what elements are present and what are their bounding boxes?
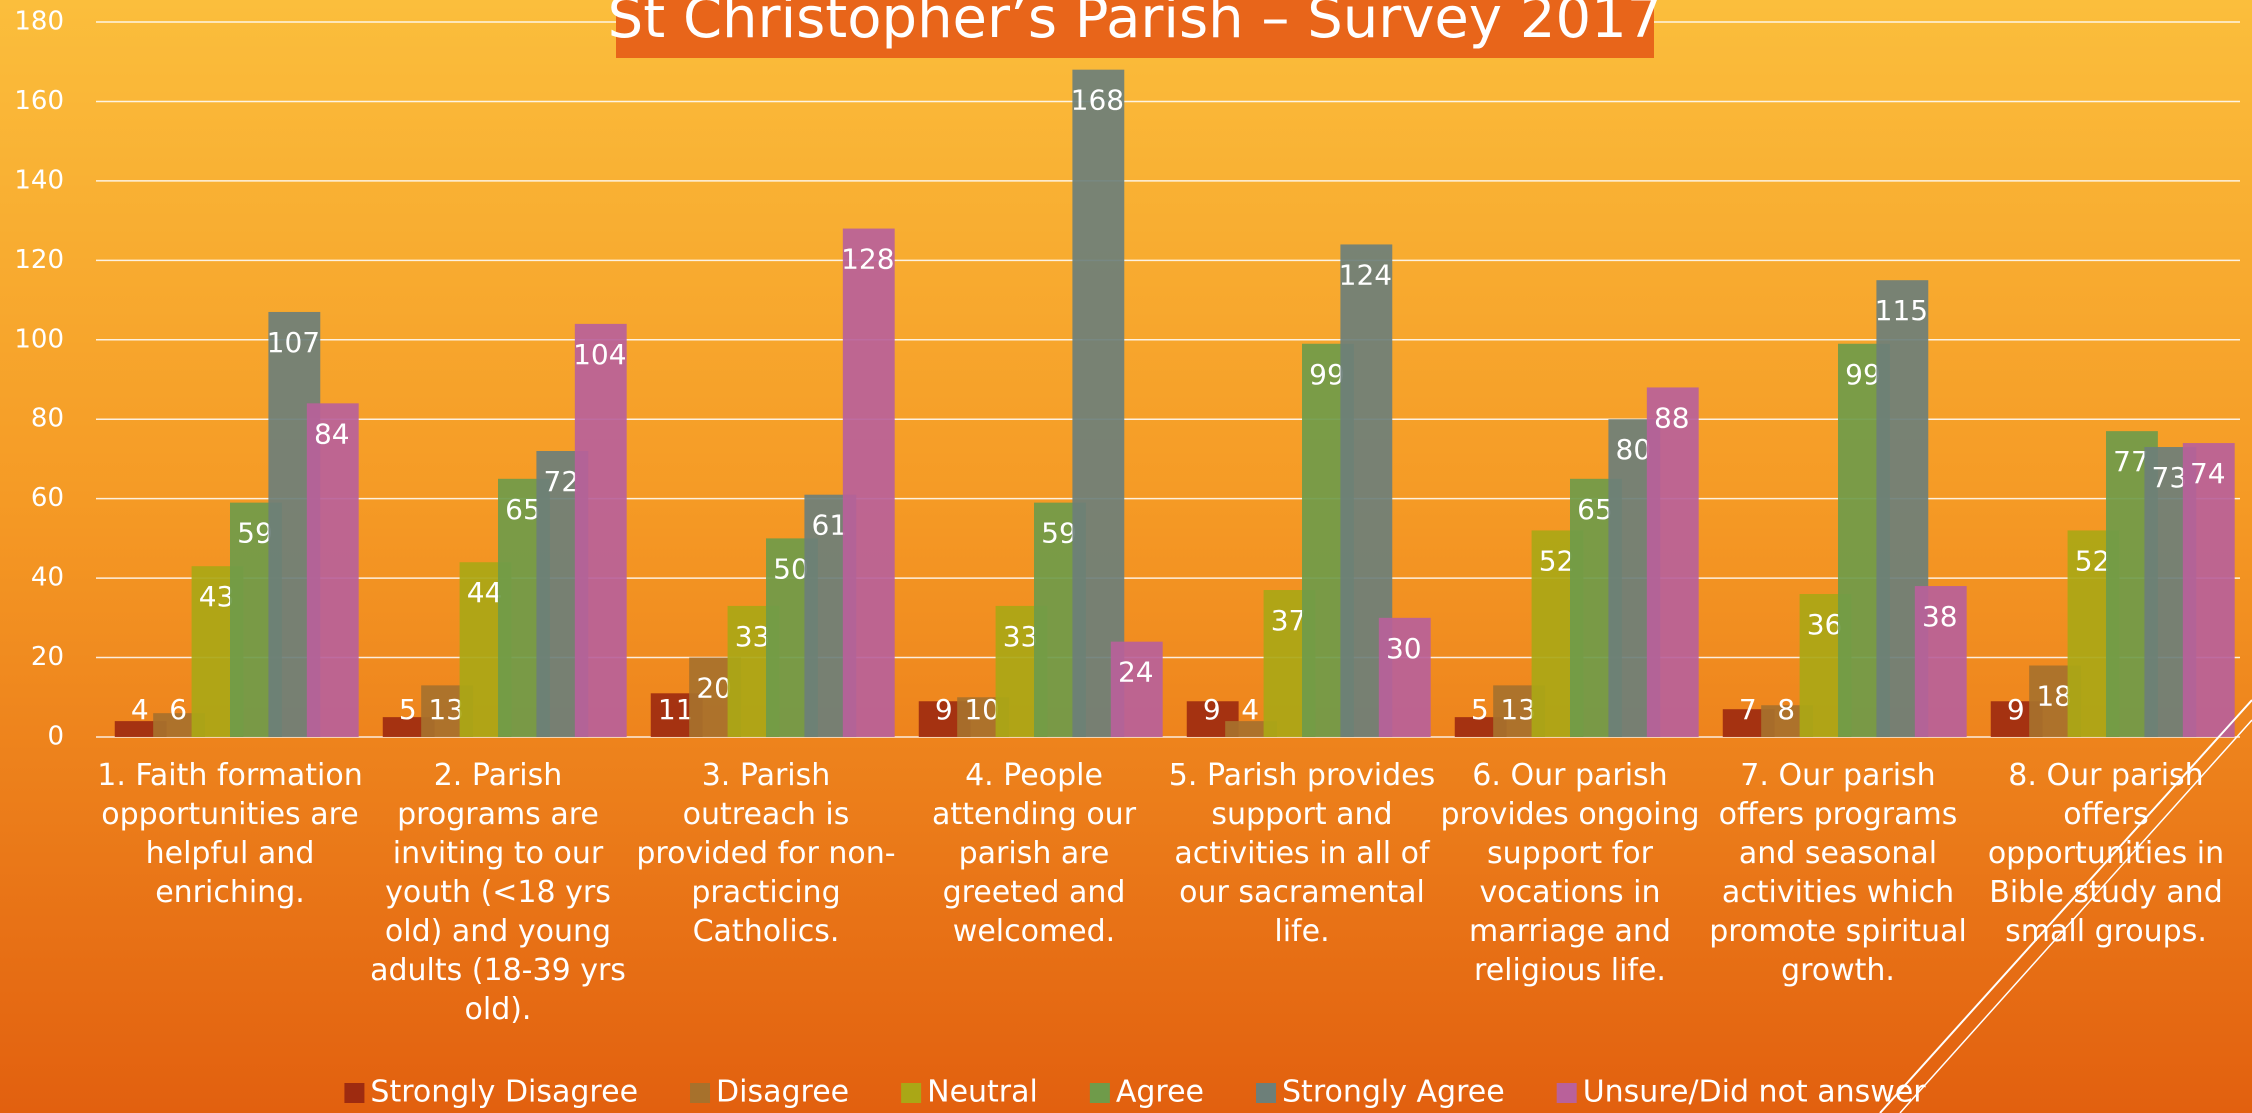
bar (1072, 69, 1125, 737)
bar (574, 323, 627, 737)
legend-swatch (1089, 1083, 1110, 1103)
bar (1646, 387, 1699, 737)
bar (1378, 617, 1431, 737)
y-tick-label: 180 (14, 7, 64, 37)
data-label: 6 (169, 693, 187, 726)
data-label: 4 (131, 693, 149, 726)
data-label: 72 (544, 465, 580, 498)
data-label: 10 (964, 693, 1000, 726)
data-label: 44 (467, 576, 503, 609)
data-label: 8 (1777, 693, 1795, 726)
legend-swatch (1556, 1083, 1577, 1103)
chart-title: St Christopher’s Parish – Survey 2017 (608, 0, 1663, 51)
bar (1914, 586, 1967, 737)
legend-label: Disagree (716, 1075, 849, 1110)
y-tick-label: 60 (31, 483, 64, 513)
data-label: 7 (1739, 693, 1757, 726)
data-label: 52 (2075, 544, 2111, 577)
data-label: 104 (573, 338, 626, 371)
data-label: 43 (199, 580, 235, 613)
legend-label: Agree (1116, 1075, 1204, 1110)
data-label: 30 (1386, 632, 1422, 665)
y-tick-label: 160 (14, 86, 64, 116)
x-tick-label: 6. Our parish provides ongoing support f… (1440, 758, 1700, 988)
data-label: 5 (399, 693, 417, 726)
bar (306, 403, 359, 737)
data-label: 88 (1654, 401, 1690, 434)
y-tick-label: 80 (31, 404, 64, 434)
title-box (616, 0, 1654, 58)
data-label: 24 (1118, 656, 1154, 689)
data-label: 115 (1875, 294, 1928, 327)
decor-line (1879, 699, 2252, 1113)
data-label: 4 (1241, 693, 1259, 726)
legend-label: Neutral (927, 1075, 1038, 1110)
data-label: 5 (1471, 693, 1489, 726)
data-label: 84 (314, 417, 350, 450)
data-label: 99 (1845, 358, 1881, 391)
data-label: 59 (1041, 517, 1077, 550)
legend-swatch (901, 1083, 922, 1103)
data-label: 9 (2007, 693, 2025, 726)
data-label: 33 (735, 620, 771, 653)
data-label: 52 (1539, 544, 1575, 577)
x-tick-label: 8. Our parish offers opportunities in Bi… (1987, 758, 2225, 949)
data-label: 59 (237, 517, 273, 550)
y-tick-label: 140 (14, 165, 64, 195)
x-tick-label: 2. Parish programs are inviting to our y… (370, 758, 626, 1027)
data-label: 36 (1807, 608, 1843, 641)
y-tick-label: 100 (14, 324, 64, 354)
data-label: 38 (1922, 600, 1958, 633)
legend-label: Unsure/Did not answer (1583, 1075, 1927, 1110)
data-label: 77 (2113, 445, 2149, 478)
data-label: 13 (1500, 693, 1536, 726)
x-tick-label: 4. People attending our parish are greet… (931, 758, 1137, 949)
y-tick-label: 20 (31, 642, 64, 672)
data-label: 74 (2190, 457, 2226, 490)
bar (2182, 443, 2235, 737)
data-label: 80 (1616, 433, 1652, 466)
data-label: 18 (2036, 680, 2072, 713)
data-label: 128 (841, 243, 894, 276)
data-label: 9 (935, 693, 953, 726)
data-label: 73 (2152, 461, 2188, 494)
data-label: 33 (1003, 620, 1039, 653)
legend-swatch (690, 1083, 711, 1103)
data-label: 50 (773, 552, 809, 585)
decor-line (1899, 719, 2252, 1113)
y-tick-label: 40 (31, 563, 64, 593)
x-tick-label: 1. Faith formation opportunities are hel… (97, 758, 363, 910)
legend-swatch (344, 1083, 365, 1103)
data-label: 99 (1309, 358, 1345, 391)
bar (842, 228, 895, 738)
data-label: 107 (267, 326, 320, 359)
data-label: 9 (1203, 693, 1221, 726)
data-label: 124 (1339, 258, 1392, 291)
x-tick-label: 3. Parish outreach is provided for non-p… (636, 758, 896, 949)
legend-label: Strongly Disagree (370, 1075, 638, 1110)
bar (1110, 641, 1163, 737)
data-label: 168 (1071, 84, 1124, 117)
x-tick-label: 7. Our parish offers programs and season… (1709, 758, 1967, 988)
legend-swatch (1256, 1083, 1277, 1103)
data-label: 65 (1577, 493, 1613, 526)
data-label: 61 (812, 509, 848, 542)
x-tick-label: 5. Parish provides support and activitie… (1168, 758, 1436, 949)
data-label: 11 (658, 693, 694, 726)
y-tick-label: 120 (14, 245, 64, 275)
data-label: 37 (1271, 604, 1307, 637)
data-label: 13 (428, 693, 464, 726)
data-label: 65 (505, 493, 541, 526)
legend-label: Strongly Agree (1282, 1075, 1505, 1110)
data-label: 20 (696, 672, 732, 705)
y-tick-label: 0 (47, 722, 64, 752)
